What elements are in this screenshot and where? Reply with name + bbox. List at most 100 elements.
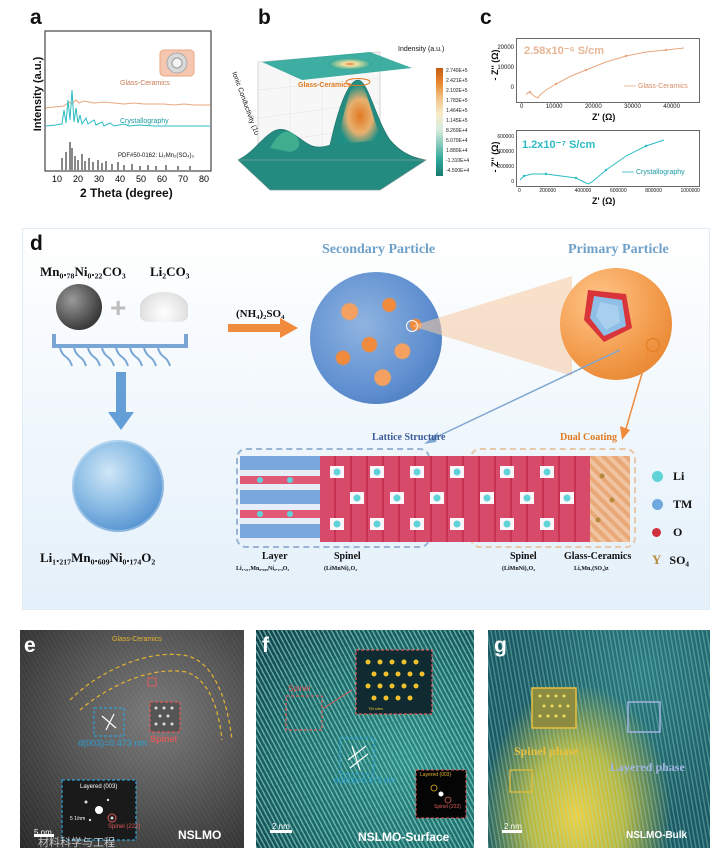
right-arrow-icon — [228, 318, 298, 338]
phase-glass-name: Glass-Ceramics — [564, 551, 632, 562]
xt: 10000 — [545, 104, 563, 110]
panel-e-spinel-label: Spinel — [150, 734, 178, 744]
panel-a-glass-trace — [45, 99, 210, 109]
watermark: 材料科学与工程 — [38, 837, 115, 849]
link-arrows — [424, 345, 651, 444]
panel-f-annotations — [270, 649, 467, 833]
phase-glass-formula: LiₓMnᵧ(SO₄)z — [574, 566, 609, 572]
tick-10: 10 — [52, 174, 62, 184]
powder-icon — [140, 292, 188, 322]
secondary-particle — [310, 272, 442, 404]
panel-c-top-trace — [525, 47, 685, 99]
panel-a-reference-bars — [61, 142, 191, 170]
panel-g-stem-image — [488, 630, 710, 848]
legend-li-label: Li — [673, 468, 685, 483]
legend-li: Li — [652, 462, 692, 490]
xt: 1000000 — [680, 188, 700, 194]
panel-c-label: c — [480, 6, 492, 29]
cb-tick: 5.070E+4 — [446, 138, 468, 144]
panel-e-dspacing: d(003)=0.473 nm — [78, 738, 147, 748]
panel-g-label: g — [494, 634, 507, 657]
so4-molecule-icon: Y — [652, 552, 662, 567]
panel-e-glass-boundary — [34, 653, 233, 841]
phase-spinel1-formula: (LiMnNi)₃O₄ — [324, 566, 357, 572]
panel-f-spinel-label: Spinel — [288, 684, 311, 693]
xt: 40000 — [663, 104, 680, 110]
panel-e-glass-label: Glass-Ceramics — [112, 636, 162, 643]
panel-a-legend-glass: Glass-Ceramics — [120, 80, 170, 87]
xt: 0 — [518, 188, 521, 194]
li-atom-icon — [652, 470, 663, 482]
cb-tick: 2.102E+5 — [446, 88, 468, 94]
panel-f-dspacing: d(003)=0.473 nm — [334, 776, 396, 785]
yt: 0 — [510, 85, 514, 91]
panel-g-annotations — [502, 687, 661, 833]
panel-d-secondary-title: Secondary Particle — [322, 242, 436, 257]
panel-b-label: b — [258, 6, 271, 29]
panel-d-label: d — [30, 232, 43, 255]
panel-e-label: e — [24, 634, 36, 657]
down-arrow-icon — [108, 372, 134, 430]
xt: 20000 — [584, 104, 602, 110]
panel-a-xlabel: 2 Theta (degree) — [80, 186, 173, 200]
panel-f-sample: NSLMO-Surface — [358, 830, 450, 844]
cb-tick: 2.421E+5 — [446, 78, 468, 84]
panel-d-primary-title: Primary Particle — [568, 242, 669, 257]
primary-particle-cutaway — [584, 290, 632, 342]
xt: 200000 — [539, 188, 557, 194]
phase-spinel2-name: Spinel — [510, 551, 537, 562]
phase-spinel1-name: Spinel — [334, 551, 361, 562]
zoom-beam — [412, 276, 572, 376]
panel-d-lattice-title: Lattice Structure — [372, 432, 446, 443]
xt: 600000 — [609, 188, 627, 194]
tick-40: 40 — [115, 174, 125, 184]
legend-so4-label: SO₄ — [669, 552, 689, 567]
plus-icon: + — [110, 292, 127, 323]
tick-50: 50 — [136, 174, 146, 184]
panel-c-bot-conductivity: 1.2x10⁻⁷ S/cm — [522, 139, 596, 151]
panel-g-spinel-label: Spinel phase — [514, 744, 579, 758]
legend-tm-label: TM — [673, 496, 693, 511]
panel-e-inset-spinel: Spinel (222) — [108, 824, 141, 830]
cb-tick: -1.310E+4 — [446, 158, 470, 164]
panel-b-colorbar-ticks: 2.740E+5 2.421E+5 2.102E+5 1.783E+5 1.46… — [446, 66, 469, 176]
panel-a-label: a — [30, 6, 42, 29]
legend-o-label: O — [673, 524, 683, 539]
panel-c-top-xticks: 0 10000 20000 30000 40000 — [520, 104, 680, 110]
panel-e-inset-scale: 5 1/nm — [70, 816, 86, 822]
panel-g-scale: 2 nm — [504, 822, 522, 831]
panel-a-pdf-label: PDF#50-0162: Li₂Mn₂(SO₄)₃ — [118, 153, 194, 159]
lattice-layer-region — [240, 456, 320, 542]
phase-spinel2-formula: (LiMnNi)₃O₄ — [502, 566, 535, 572]
tm-atom-icon — [652, 498, 663, 510]
yt: 0 — [511, 179, 514, 185]
panel-f-inset-layered: Layered (003) — [420, 772, 452, 778]
xt: 0 — [520, 104, 524, 110]
panel-b-surface — [237, 79, 427, 191]
cb-tick: 1.145E+5 — [446, 118, 468, 124]
panel-c-top-yticks: 20000 10000 0 — [488, 38, 514, 98]
precursor-sphere-icon — [56, 284, 102, 330]
panel-e-inset-layered: Layered (003) — [80, 784, 118, 790]
tick-80: 80 — [199, 174, 209, 184]
tick-20: 20 — [73, 174, 83, 184]
panel-a-xticks: 10 20 30 40 50 60 70 80 — [52, 174, 209, 184]
panel-c-bot-xticks: 0 200000 400000 600000 800000 1000000 — [518, 188, 700, 194]
panel-a-xrd-chart: 10 20 30 40 50 60 70 80 — [44, 30, 212, 184]
tick-30: 30 — [94, 174, 104, 184]
panel-a-ylabel: Intensity (a.u.) — [32, 56, 44, 132]
panel-f-scale: 2 nm — [272, 822, 290, 831]
legend-tm: TM — [652, 490, 692, 518]
cb-tick: -4.500E+4 — [446, 168, 470, 174]
panel-d-product: Li₁.₂₁₇Mn₀.₆₀₉Ni₀.₁₇₄O₂ — [40, 550, 156, 565]
phase-layer-name: Layer — [262, 551, 288, 562]
panel-b-intensity-label: Indensity (a.u.) — [398, 46, 445, 53]
o-atom-icon — [652, 527, 661, 537]
panel-b-surface-plot — [237, 51, 427, 191]
legend-o: O — [652, 518, 692, 546]
panel-c-bot-xlabel: Z' (Ω) — [592, 196, 616, 206]
panel-g-layered-label: Layered phase — [610, 760, 685, 774]
panel-b-glass-ring — [345, 78, 371, 86]
xt: 30000 — [624, 104, 641, 110]
panel-a-legend-cryst: Crystallography — [120, 118, 169, 125]
